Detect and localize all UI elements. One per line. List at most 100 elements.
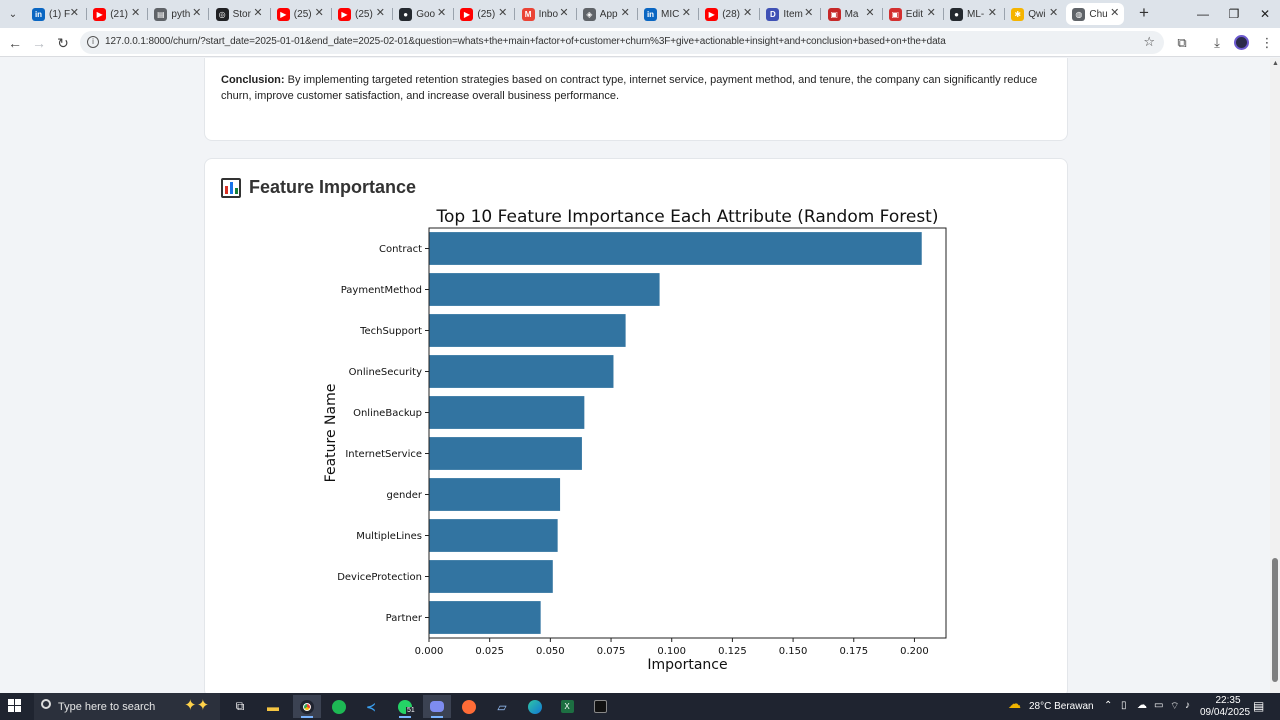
browser-tab[interactable]: ◈ App ✕: [577, 3, 635, 25]
chart-bar-paymentmethod: [429, 273, 660, 306]
browser-tab[interactable]: in (1) F ✕: [26, 3, 84, 25]
edge-icon[interactable]: [521, 695, 549, 718]
task-view-icon[interactable]: ⧉: [235, 699, 245, 713]
tab-close-icon[interactable]: ✕: [681, 7, 691, 19]
tab-favicon-icon: D: [766, 7, 780, 21]
browser-menu-icon[interactable]: ⋮: [1260, 35, 1274, 50]
page-viewport: Conclusion: By implementing targeted ret…: [0, 58, 1270, 693]
tab-close-icon[interactable]: ✕: [498, 7, 508, 19]
weather-text[interactable]: 28°C Berawan: [1029, 701, 1094, 712]
browser-tab[interactable]: ▶ (25) ✕: [332, 3, 390, 25]
tab-separator: [86, 8, 87, 20]
tab-favicon-icon: ●: [399, 7, 413, 21]
page-scrollbar[interactable]: ▲: [1270, 58, 1280, 693]
tab-favicon-icon: in: [644, 7, 657, 21]
scroll-up-arrow-icon[interactable]: ▲: [1272, 60, 1279, 67]
browser-tab[interactable]: ● ML- ✕: [944, 3, 1002, 25]
tab-close-icon[interactable]: ✕: [620, 7, 630, 19]
tab-favicon-icon: ▶: [276, 7, 290, 21]
scrollbar-thumb[interactable]: [1272, 558, 1278, 682]
minimize-button[interactable]: —: [1197, 7, 1209, 21]
wifi-icon[interactable]: ⌔: [1170, 701, 1180, 712]
browser-tab[interactable]: ◍ Chu ✕: [1066, 3, 1125, 25]
tab-close-icon[interactable]: ✕: [804, 7, 814, 19]
vscode-icon[interactable]: ≺: [365, 699, 377, 714]
y-tick-label: Partner: [386, 613, 423, 624]
tab-close-icon[interactable]: ✕: [69, 7, 79, 19]
battery-icon[interactable]: ▭: [1154, 700, 1164, 711]
tab-close-icon[interactable]: ✕: [436, 7, 447, 19]
notification-icon[interactable]: ▤: [1253, 699, 1265, 713]
browser-tab[interactable]: ▶ (28) ✕: [699, 3, 757, 25]
browser-tab[interactable]: ▶ (21) ✕: [87, 3, 145, 25]
chrome-icon[interactable]: [293, 695, 321, 718]
clock-date[interactable]: 09/04/2025: [1200, 707, 1251, 718]
tab-close-icon[interactable]: ✕: [865, 7, 875, 19]
tab-favicon-icon: ▣: [827, 7, 841, 21]
browser-tab[interactable]: ▣ Edit ✕: [883, 3, 941, 25]
discord-icon[interactable]: [423, 695, 451, 718]
onedrive-icon[interactable]: ☁: [1137, 700, 1147, 711]
browser-tab[interactable]: ✱ Qwi ✕: [1005, 3, 1063, 25]
address-bar[interactable]: i 127.0.0.1:8000/churn/?start_date=2025-…: [80, 31, 1164, 54]
address-url[interactable]: 127.0.0.1:8000/churn/?start_date=2025-01…: [105, 36, 946, 47]
extensions-icon[interactable]: ⧉: [1177, 35, 1187, 50]
browser-tab[interactable]: ▤ pyth ✕: [148, 3, 206, 25]
taskbar-search-box[interactable]: Type here to search ✦✦: [34, 693, 220, 720]
close-window-button[interactable]: ✕: [1259, 7, 1271, 21]
y-tick-label: DeviceProtection: [337, 572, 422, 583]
tab-close-icon[interactable]: ✕: [742, 7, 753, 19]
windows-start-icon[interactable]: [8, 699, 22, 713]
profile-avatar[interactable]: [1234, 35, 1249, 50]
spotify-icon[interactable]: [325, 695, 353, 718]
browser-tab[interactable]: M Inbo ✕: [516, 3, 574, 25]
tab-close-icon[interactable]: ✕: [1110, 7, 1120, 19]
chart-x-axis-label: Importance: [647, 657, 727, 673]
forward-arrow-icon[interactable]: →: [32, 35, 46, 51]
tab-favicon-icon: ▶: [338, 7, 351, 21]
download-icon[interactable]: ⤓: [1214, 35, 1220, 50]
postman-icon[interactable]: [455, 695, 483, 718]
tray-chevron-icon[interactable]: ⌃: [1104, 700, 1113, 711]
browser-tab[interactable]: in MIC ✕: [638, 3, 696, 25]
tab-close-icon[interactable]: ✕: [926, 7, 936, 19]
weather-icon[interactable]: ☁: [1008, 696, 1021, 711]
notes-app-icon[interactable]: ▱: [497, 699, 507, 714]
back-arrow-icon[interactable]: ←: [8, 35, 22, 51]
volume-icon[interactable]: ♪: [1185, 700, 1190, 711]
new-tab-button[interactable]: +: [1139, 3, 1149, 22]
tab-close-icon[interactable]: ✕: [130, 7, 141, 19]
tab-close-icon[interactable]: ✕: [1048, 7, 1059, 19]
browser-tab[interactable]: D Item ✕: [760, 3, 818, 25]
browser-tab[interactable]: ◎ Stor ✕: [210, 3, 268, 25]
tab-title: pyth: [171, 8, 191, 20]
browser-tab[interactable]: ▣ Ma ✕: [822, 3, 880, 25]
tab-title: (1) F: [49, 8, 71, 20]
site-info-icon[interactable]: i: [87, 36, 99, 48]
feature-importance-header: Feature Importance: [221, 177, 416, 198]
tab-close-icon[interactable]: ✕: [987, 7, 997, 19]
tray-device-icon[interactable]: ▯: [1121, 700, 1127, 711]
file-explorer-icon[interactable]: ▬: [267, 699, 279, 714]
tab-close-icon[interactable]: ✕: [559, 7, 569, 19]
bookmark-star-icon[interactable]: ☆: [1143, 34, 1155, 49]
y-tick-label: gender: [387, 490, 423, 501]
tab-close-icon[interactable]: ✕: [253, 7, 263, 19]
y-tick-label: PaymentMethod: [341, 285, 422, 296]
whatsapp-icon[interactable]: 51: [391, 695, 419, 718]
conclusion-body: By implementing targeted retention strat…: [221, 74, 1038, 102]
browser-tab[interactable]: ● Goo ✕: [393, 3, 451, 25]
tab-close-icon[interactable]: ✕: [192, 7, 202, 19]
tab-search-chevron-icon[interactable]: ⌄: [8, 8, 18, 20]
reload-icon[interactable]: ↻: [57, 35, 69, 51]
clock-time[interactable]: 22:35: [1215, 695, 1241, 706]
y-tick-label: TechSupport: [359, 326, 422, 337]
maximize-button[interactable]: ❐: [1228, 7, 1240, 21]
x-tick-label: 0.150: [779, 646, 808, 657]
browser-tab[interactable]: ▶ (25) ✕: [271, 3, 329, 25]
tab-close-icon[interactable]: ✕: [314, 7, 324, 19]
terminal-app-icon[interactable]: [586, 695, 614, 718]
tab-close-icon[interactable]: ✕: [375, 7, 385, 19]
browser-tab[interactable]: ▶ (25) ✕: [454, 3, 512, 25]
excel-icon[interactable]: X: [553, 695, 581, 718]
